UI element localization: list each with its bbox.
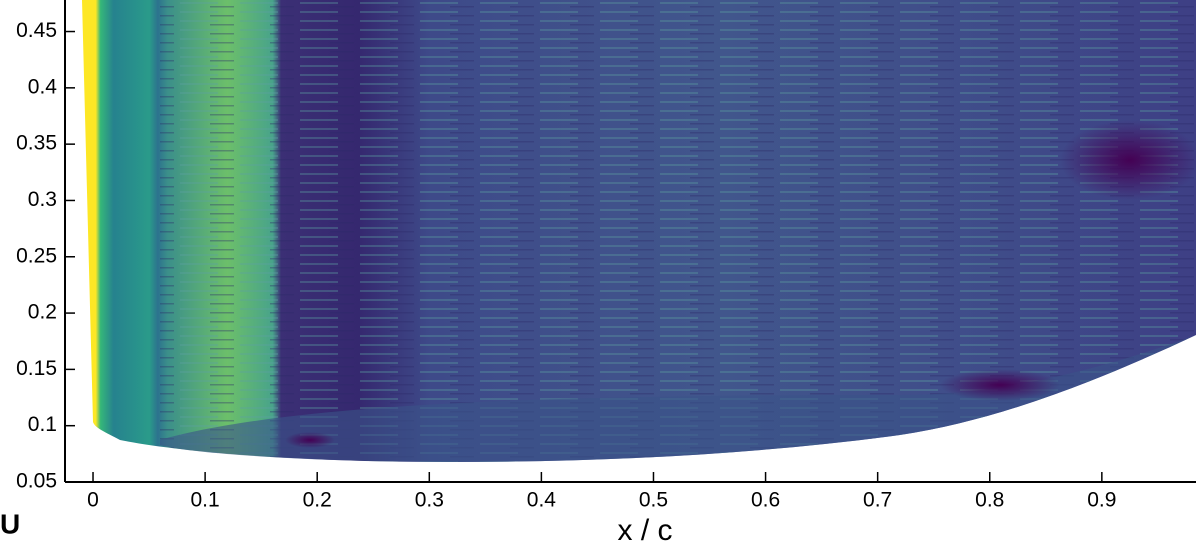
- x-tick-label: 0.2: [303, 489, 332, 512]
- x-tick-label: 0: [87, 489, 99, 512]
- y-tick-label: 0.15: [16, 357, 57, 380]
- y-tick-label: 0.3: [28, 188, 57, 211]
- y-tick-label: 0.4: [28, 75, 58, 98]
- y-tick-label: 0.2: [28, 301, 57, 324]
- x-tick-label: 0.9: [1087, 489, 1116, 512]
- x-tick-label: 0.1: [191, 489, 220, 512]
- y-tick-label: 0.45: [16, 19, 57, 42]
- x-axis-label: x / c: [617, 514, 672, 547]
- y-tick-label: 0.25: [16, 244, 57, 267]
- colorbar-label: U: [0, 508, 20, 539]
- y-tick-label: 0.35: [16, 132, 57, 155]
- y-tick-label: 0.1: [28, 413, 57, 436]
- x-tick-label: 0.8: [975, 489, 1004, 512]
- x-tick-label: 0.6: [751, 489, 780, 512]
- x-tick-label: 0.4: [527, 489, 557, 512]
- contour-field: [82, 0, 1196, 462]
- x-tick-label: 0.3: [415, 489, 444, 512]
- x-tick-label: 0.7: [863, 489, 892, 512]
- y-tick-label: 0.05: [16, 470, 57, 493]
- x-tick-label: 0.5: [639, 489, 668, 512]
